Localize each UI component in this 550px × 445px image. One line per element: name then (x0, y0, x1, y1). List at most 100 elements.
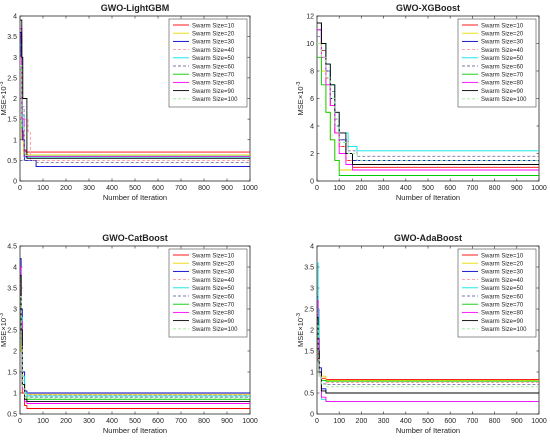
chart-panel-3: GWO-CatBoost 0 100 200 300 400 500 600 700 800 900… (0, 233, 258, 435)
x-tick-label: 500 (422, 185, 434, 192)
x-tick-label: 0 (315, 185, 319, 192)
legend-label: Swarm Size=60 (192, 294, 235, 300)
x-axis-label: Number of Iteration (396, 426, 460, 435)
x-tick-label: 300 (83, 185, 95, 192)
x-tick-label: 700 (175, 185, 187, 192)
x-tick-label: 800 (489, 185, 501, 192)
legend-label: Swarm Size=80 (481, 81, 524, 87)
y-tick-label: 12 (306, 14, 314, 21)
series-line-7 (317, 56, 539, 176)
series-line-9 (20, 19, 250, 159)
legend-label: Swarm Size=100 (481, 97, 527, 103)
legend-label: Swarm Size=10 (192, 23, 235, 29)
legend-label: Swarm Size=70 (481, 73, 524, 79)
legend-label: Swarm Size=20 (481, 262, 524, 268)
series-group (317, 262, 539, 402)
y-tick-label: 3 (13, 55, 17, 62)
legend-box (457, 248, 537, 338)
y-tick-label: 4.5 (7, 244, 17, 251)
x-tick-label: 700 (467, 418, 479, 425)
y-tick-label: 2 (310, 328, 314, 335)
legend-label: Swarm Size=40 (481, 48, 524, 54)
x-tick-label: 900 (511, 418, 523, 425)
x-axis-label: Number of Iteration (396, 193, 460, 202)
x-tick-label: 1000 (242, 185, 258, 192)
y-tick-label: 6 (310, 96, 314, 103)
x-tick-label: 900 (511, 185, 523, 192)
x-tick-label: 500 (422, 418, 434, 425)
y-tick-label: 8 (310, 69, 314, 76)
y-tick-label: 1.5 (7, 370, 17, 377)
y-tick-label: 1 (310, 370, 314, 377)
legend-label: Swarm Size=50 (481, 286, 524, 292)
y-axis-label: MSE×10-3 (296, 82, 305, 116)
legend-label: Swarm Size=70 (481, 303, 524, 309)
x-tick-label: 900 (221, 185, 233, 192)
y-tick-label: 4 (310, 244, 314, 251)
x-tick-label: 600 (444, 418, 456, 425)
y-tick-label: 0 (310, 412, 314, 419)
legend-label: Swarm Size=60 (481, 294, 524, 300)
legend-label: Swarm Size=30 (481, 40, 524, 46)
y-tick-label: 2.5 (304, 307, 314, 314)
y-tick-label: 2 (13, 96, 17, 103)
legend-label: Swarm Size=50 (192, 56, 235, 62)
legend-label: Swarm Size=100 (481, 327, 527, 333)
x-tick-label: 800 (489, 418, 501, 425)
x-tick-label: 800 (198, 185, 210, 192)
x-tick-label: 300 (83, 418, 95, 425)
x-tick-label: 100 (333, 418, 345, 425)
x-tick-label: 0 (18, 418, 22, 425)
x-axis-label: Number of Iteration (103, 193, 167, 202)
x-tick-label: 400 (106, 185, 118, 192)
x-tick-label: 600 (444, 185, 456, 192)
y-axis-label: MSE×10-3 (0, 82, 8, 116)
chart-title: GWO-XGBoost (396, 3, 460, 13)
x-tick-label: 600 (152, 418, 164, 425)
x-tick-label: 900 (221, 418, 233, 425)
x-tick-label: 400 (106, 418, 118, 425)
legend-box (168, 248, 248, 338)
y-tick-label: 0.5 (7, 158, 17, 165)
chart-panel-4: GWO-AdaBoost 0 100 200 300 400 500 600 700 800 900… (296, 233, 547, 435)
chart-title: GWO-LightGBM (101, 3, 169, 13)
legend-box (168, 18, 248, 108)
legend-label: Swarm Size=30 (192, 270, 235, 276)
y-tick-label: 1.5 (304, 349, 314, 356)
x-tick-label: 0 (315, 418, 319, 425)
series-group (20, 258, 250, 409)
x-tick-label: 1000 (531, 185, 547, 192)
legend-label: Swarm Size=80 (192, 311, 235, 317)
y-tick-label: 1.5 (7, 117, 17, 124)
legend-label: Swarm Size=60 (192, 64, 235, 70)
x-tick-label: 400 (400, 418, 412, 425)
legend-label: Swarm Size=50 (481, 56, 524, 62)
series-line-10 (317, 325, 539, 388)
legend-label: Swarm Size=80 (481, 311, 524, 317)
y-tick-label: 0 (13, 179, 17, 186)
legend: Swarm Size=10 Swarm Size=20 Swarm Size=30 S… (168, 248, 248, 338)
x-tick-label: 100 (333, 185, 345, 192)
legend-label: Swarm Size=30 (192, 40, 235, 46)
chart-title: GWO-CatBoost (102, 233, 168, 243)
x-tick-label: 200 (60, 418, 72, 425)
y-tick-label: 3.5 (7, 34, 17, 41)
y-tick-label: 2 (310, 151, 314, 158)
y-tick-label: 3 (310, 286, 314, 293)
legend-label: Swarm Size=20 (481, 32, 524, 38)
y-tick-label: 3.5 (7, 286, 17, 293)
legend-label: Swarm Size=20 (192, 32, 235, 38)
legend-label: Swarm Size=10 (192, 253, 235, 259)
y-tick-label: 2.5 (7, 75, 17, 82)
x-tick-label: 200 (356, 418, 368, 425)
x-tick-label: 700 (175, 418, 187, 425)
series-line-10 (20, 65, 250, 156)
x-tick-label: 200 (356, 185, 368, 192)
x-tick-label: 300 (378, 418, 390, 425)
x-tick-label: 300 (378, 185, 390, 192)
chart-panel-1: GWO-LightGBM 0 100 200 300 400 500 600 700 800 900… (0, 3, 258, 202)
chart-title: GWO-AdaBoost (394, 233, 462, 243)
y-axis-label: MSE×10-3 (296, 313, 305, 347)
legend-box (457, 18, 537, 108)
y-tick-label: 0.5 (304, 391, 314, 398)
